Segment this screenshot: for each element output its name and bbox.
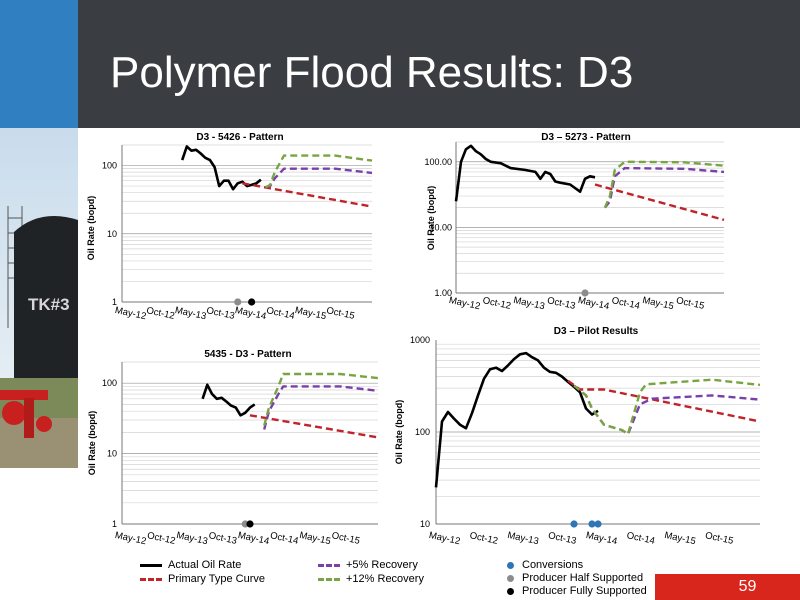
y-tick-label: 1000 [410,335,430,345]
y-tick-label: 100 [102,378,117,388]
x-tick-label: Oct-12 [469,530,499,547]
legend-conversions-label: Conversions [522,559,584,571]
page-number: 59 [738,578,757,595]
series-plus5 [573,384,761,436]
legend-primary-swatch [140,577,162,581]
x-tick-label: May-15 [663,530,696,547]
legend-fully-label: Producer Fully Supported [522,585,647,597]
series-actual [434,351,599,488]
legend-primary: Primary Type Curve [140,573,265,585]
y-axis-label: Oil Rate (bopd) [394,400,404,465]
y-tick-label: 100 [102,161,117,171]
legend-plus12: +12% Recovery [318,573,424,585]
y-tick-label: 10 [107,229,117,239]
legend-plus5: +5% Recovery [318,559,418,571]
y-tick-label: 1.00 [434,288,452,298]
legend-actual-swatch [140,563,162,567]
y-tick-label: 1 [112,519,117,529]
legend-plus5-label: +5% Recovery [346,559,418,571]
gridlines [122,361,378,525]
legend-plus5-swatch [318,563,340,567]
legend-primary-label: Primary Type Curve [168,573,265,585]
x-tick-label: Oct-13 [547,530,577,547]
y-tick-label: 10 [107,449,117,459]
x-tick-label: Oct-14 [626,530,656,547]
marker-half [581,289,589,297]
legend-fully-dot [507,587,514,595]
title-bar [0,0,800,128]
series-plus12 [264,154,373,189]
legend-half: Producer Half Supported [507,572,643,584]
chart-title: 5435 - D3 - Pattern [204,349,291,360]
y-axis-label: Oil Rate (bopd) [87,411,97,476]
marker-conversion [594,520,602,528]
tank-photo: TK#3 [0,128,78,468]
legend-half-dot [507,574,514,582]
y-tick-label: 10 [420,519,430,529]
series-plus12 [573,378,761,436]
y-tick-label: 100 [415,427,430,437]
legend-actual: Actual Oil Rate [140,559,241,571]
series-primary [594,183,725,222]
marker-conversion [588,520,596,528]
marker-half [234,298,242,306]
legend-actual-label: Actual Oil Rate [168,559,242,571]
slide-title: Polymer Flood Results: D3 [110,48,634,97]
marker-fully [246,520,254,528]
series-actual [454,144,596,202]
legend-plus12-swatch [318,577,340,581]
chart-title: D3 – 5273 - Pattern [541,132,631,143]
chart-title: D3 – Pilot Results [554,326,639,337]
chart-title: D3 - 5426 - Pattern [196,132,283,143]
x-tick-label: May-14 [585,530,618,547]
series-actual [201,383,256,417]
legend: Actual Oil Rate Primary Type Curve +5% R… [140,557,660,600]
series-plus12 [603,160,725,209]
series-plus12 [263,372,379,426]
marker-fully [248,298,256,306]
legend-conversions-dot [507,561,514,569]
gridlines [436,343,760,525]
x-tick-label: Oct-15 [704,530,734,547]
legend-fully: Producer Fully Supported [507,585,647,597]
accent-bar [0,0,78,128]
series-plus5 [603,166,725,209]
legend-conversions: Conversions [507,559,583,571]
y-axis-label: Oil Rate (bopd) [86,196,96,261]
series-actual [180,145,262,191]
page-number-box: 59 [655,574,800,600]
legend-plus12-label: +12% Recovery [346,573,424,585]
y-tick-label: 100.00 [424,157,452,167]
x-tick-label: May-13 [506,530,539,547]
gridlines [122,144,372,303]
tank-label: TK#3 [28,295,70,314]
y-tick-label: 10.00 [429,222,452,232]
y-tick-label: 1 [112,297,117,307]
marker-conversion [570,520,578,528]
y-axis-label: Oil Rate (bopd) [426,186,436,251]
x-tick-label: May-12 [428,530,461,547]
legend-half-label: Producer Half Supported [522,572,644,584]
series-primary [567,379,761,423]
